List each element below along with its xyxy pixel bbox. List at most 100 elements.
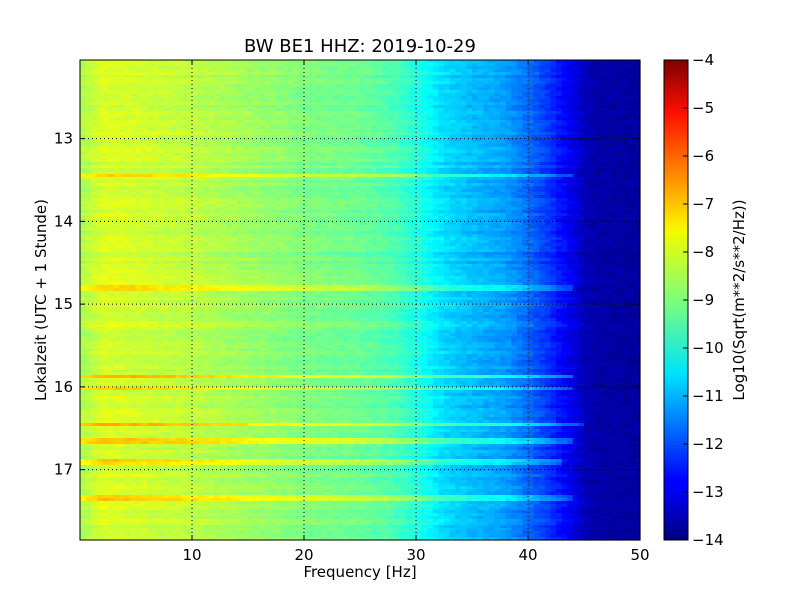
heatmap-cell	[248, 60, 255, 64]
heatmap-cell	[192, 72, 199, 76]
heatmap-cell	[253, 108, 260, 112]
heatmap-cell	[528, 66, 535, 70]
heatmap-cell	[483, 192, 490, 196]
heatmap-cell	[292, 156, 299, 160]
heatmap-cell	[192, 192, 199, 196]
heatmap-cell	[236, 177, 243, 181]
heatmap-cell	[600, 117, 607, 121]
heatmap-cell	[477, 147, 484, 151]
heatmap-cell	[259, 144, 266, 148]
heatmap-cell	[371, 78, 378, 82]
heatmap-cell	[628, 138, 635, 142]
heatmap-cell	[556, 186, 563, 190]
heatmap-cell	[449, 150, 456, 154]
heatmap-cell	[410, 129, 417, 133]
heatmap-cell	[169, 96, 176, 100]
heatmap-cell	[427, 60, 434, 64]
heatmap-cell	[505, 96, 512, 100]
heatmap-cell	[298, 198, 305, 202]
heatmap-cell	[427, 171, 434, 175]
heatmap-cell	[225, 126, 232, 130]
heatmap-cell	[287, 141, 294, 145]
heatmap-cell	[589, 174, 596, 178]
heatmap-cell	[124, 87, 131, 91]
heatmap-cell	[544, 165, 551, 169]
heatmap-cell	[371, 132, 378, 136]
heatmap-cell	[483, 156, 490, 160]
heatmap-cell	[281, 96, 288, 100]
heatmap-cell	[197, 153, 204, 157]
heatmap-cell	[332, 207, 339, 211]
heatmap-cell	[584, 177, 591, 181]
heatmap-cell	[253, 168, 260, 172]
heatmap-cell	[511, 84, 518, 88]
heatmap-cell	[539, 96, 546, 100]
heatmap-cell	[253, 114, 260, 118]
heatmap-cell	[612, 207, 619, 211]
heatmap-cell	[248, 102, 255, 106]
heatmap-cell	[634, 165, 641, 169]
heatmap-cell	[320, 90, 327, 94]
heatmap-cell	[393, 174, 400, 178]
heatmap-cell	[113, 111, 120, 115]
heatmap-cell	[477, 192, 484, 196]
heatmap-cell	[332, 120, 339, 124]
heatmap-cell	[617, 111, 624, 115]
heatmap-cell	[130, 114, 137, 118]
heatmap-cell	[119, 60, 126, 64]
heatmap-cell	[91, 165, 98, 169]
heatmap-cell	[287, 102, 294, 106]
heatmap-cell	[264, 99, 271, 103]
heatmap-cell	[393, 162, 400, 166]
heatmap-cell	[203, 147, 210, 151]
heatmap-cell	[225, 96, 232, 100]
heatmap-cell	[326, 201, 333, 205]
heatmap-cell	[578, 153, 585, 157]
heatmap-cell	[203, 75, 210, 79]
heatmap-cell	[421, 150, 428, 154]
heatmap-cell	[494, 99, 501, 103]
heatmap-cell	[309, 147, 316, 151]
heatmap-cell	[556, 168, 563, 172]
heatmap-cell	[393, 186, 400, 190]
heatmap-cell	[606, 147, 613, 151]
heatmap-cell	[449, 138, 456, 142]
heatmap-cell	[309, 96, 316, 100]
heatmap-cell	[376, 84, 383, 88]
heatmap-cell	[130, 174, 137, 178]
heatmap-cell	[404, 207, 411, 211]
heatmap-cell	[500, 135, 507, 139]
heatmap-cell	[270, 165, 277, 169]
heatmap-cell	[460, 120, 467, 124]
heatmap-cell	[561, 174, 568, 178]
heatmap-cell	[455, 192, 462, 196]
heatmap-cell	[556, 162, 563, 166]
heatmap-cell	[550, 81, 557, 85]
heatmap-cell	[600, 147, 607, 151]
heatmap-cell	[85, 174, 92, 178]
heatmap-cell	[550, 120, 557, 124]
heatmap-cell	[511, 111, 518, 115]
heatmap-cell	[164, 123, 171, 127]
heatmap-cell	[516, 198, 523, 202]
heatmap-cell	[242, 90, 249, 94]
heatmap-cell	[259, 156, 266, 160]
heatmap-cell	[220, 165, 227, 169]
heatmap-cell	[544, 198, 551, 202]
heatmap-cell	[438, 144, 445, 148]
heatmap-cell	[85, 135, 92, 139]
heatmap-cell	[376, 72, 383, 76]
heatmap-cell	[197, 162, 204, 166]
heatmap-cell	[623, 114, 630, 118]
heatmap-cell	[298, 147, 305, 151]
heatmap-cell	[175, 135, 182, 139]
heatmap-cell	[141, 81, 148, 85]
heatmap-cell	[220, 105, 227, 109]
heatmap-cell	[488, 207, 495, 211]
heatmap-cell	[427, 183, 434, 187]
heatmap-cell	[343, 180, 350, 184]
heatmap-cell	[80, 138, 87, 142]
heatmap-cell	[337, 81, 344, 85]
heatmap-cell	[304, 108, 311, 112]
heatmap-cell	[214, 75, 221, 79]
